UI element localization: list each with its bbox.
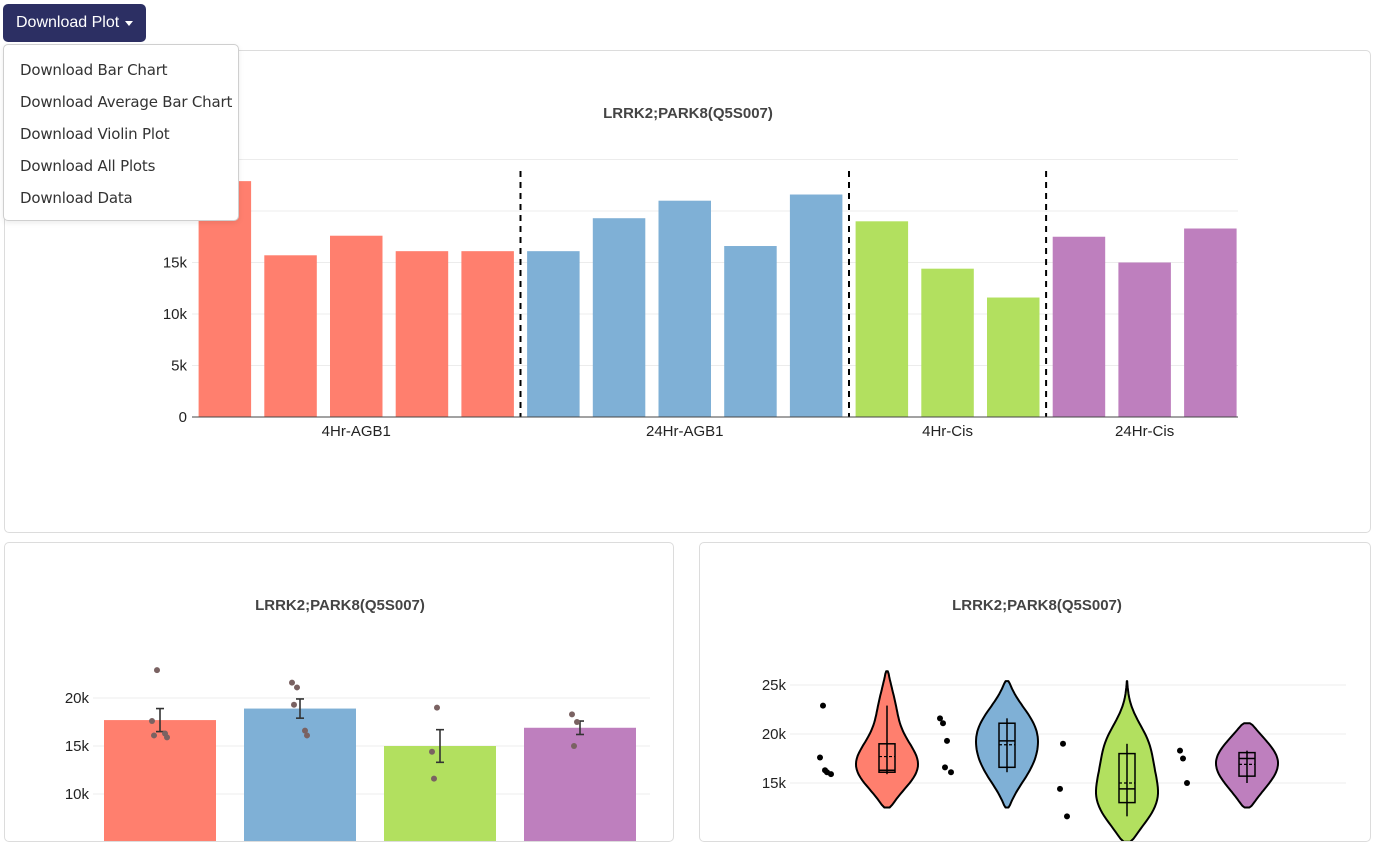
y-tick-label: 25k	[762, 677, 787, 694]
y-tick-label: 5k	[171, 358, 187, 375]
data-point	[429, 748, 435, 755]
data-point	[937, 715, 943, 722]
x-category-label: 24Hr-AGB1	[646, 423, 724, 440]
bar	[104, 720, 216, 841]
data-point	[291, 701, 297, 708]
average-bar-chart: LRRK2;PARK8(Q5S007) 10k 15k 20k	[65, 597, 650, 841]
data-point	[828, 771, 834, 778]
data-point	[820, 702, 826, 709]
data-point	[1180, 755, 1186, 762]
box	[1118, 752, 1136, 804]
data-point	[1064, 813, 1070, 820]
data-point	[571, 743, 577, 749]
y-tick-label: 20k	[762, 726, 787, 743]
data-point	[1184, 780, 1190, 786]
y-tick-label: 10k	[65, 786, 90, 803]
data-point	[569, 711, 575, 718]
bar	[855, 221, 909, 417]
data-point	[164, 734, 170, 741]
data-point	[434, 704, 440, 711]
bar	[724, 246, 777, 417]
data-point	[154, 667, 160, 674]
download-plot-button[interactable]: Download Plot	[3, 4, 147, 42]
data-point	[304, 732, 310, 739]
download-menu: Download Bar Chart Download Average Bar …	[3, 44, 239, 221]
bar	[987, 297, 1040, 417]
menu-item-download-bar-chart[interactable]: Download Bar Chart	[20, 61, 168, 79]
average-bar-chart-title: LRRK2;PARK8(Q5S007)	[255, 597, 425, 614]
bar	[789, 194, 843, 417]
data-point	[294, 684, 300, 691]
average-bar-chart-card: LRRK2;PARK8(Q5S007) 10k 15k 20k	[4, 542, 674, 842]
bar	[524, 727, 636, 841]
bar-chart-title: LRRK2;PARK8(Q5S007)	[603, 105, 773, 122]
y-tick-label: 15k	[163, 255, 188, 272]
data-point	[151, 732, 157, 739]
violin-plot-card: LRRK2;PARK8(Q5S007) 15k 20k 25k	[699, 542, 1371, 842]
download-plot-label: Download Plot	[16, 14, 120, 31]
x-category-label: 4Hr-AGB1	[322, 423, 391, 440]
data-point	[574, 719, 580, 725]
data-point	[1057, 785, 1063, 792]
data-point	[948, 769, 954, 776]
y-tick-label: 10k	[163, 306, 188, 323]
data-point	[149, 718, 155, 725]
menu-item-download-data[interactable]: Download Data	[20, 189, 133, 207]
bar	[921, 268, 974, 417]
data-point	[942, 764, 948, 771]
y-tick-label: 15k	[65, 738, 90, 755]
violin-plot: LRRK2;PARK8(Q5S007) 15k 20k 25k	[762, 597, 1346, 841]
menu-item-download-violin-plot[interactable]: Download Violin Plot	[20, 125, 170, 143]
data-point	[940, 720, 946, 727]
bar	[395, 251, 449, 417]
bar	[461, 251, 514, 417]
bar	[330, 235, 383, 417]
bar	[264, 255, 317, 417]
chevron-down-icon	[125, 20, 134, 26]
bar	[658, 200, 711, 417]
bar	[527, 251, 580, 417]
data-point	[822, 767, 828, 774]
y-tick-label: 20k	[65, 690, 90, 707]
y-tick-label: 0	[179, 409, 187, 426]
x-category-label: 24Hr-Cis	[1115, 423, 1174, 440]
data-point	[944, 737, 950, 744]
bar	[592, 218, 646, 417]
data-point	[431, 775, 437, 782]
data-point	[817, 754, 823, 761]
data-point	[1060, 740, 1066, 747]
bar-chart-card: LRRK2;PARK8(Q5S007) 0 5k 10k 15k 4Hr-AGB1 24H…	[4, 50, 1371, 533]
bar	[1118, 262, 1171, 417]
bar	[244, 708, 356, 841]
data-point	[302, 727, 308, 734]
y-tick-label: 15k	[762, 775, 787, 792]
data-point	[289, 679, 295, 686]
bar	[1052, 236, 1106, 417]
x-category-label: 4Hr-Cis	[922, 423, 973, 440]
menu-item-download-average-bar-chart[interactable]: Download Average Bar Chart	[20, 93, 233, 111]
menu-item-download-all-plots[interactable]: Download All Plots	[20, 157, 156, 175]
violin-plot-title: LRRK2;PARK8(Q5S007)	[952, 597, 1122, 614]
data-point	[1177, 747, 1183, 754]
box	[878, 743, 896, 773]
bar	[1184, 228, 1237, 417]
